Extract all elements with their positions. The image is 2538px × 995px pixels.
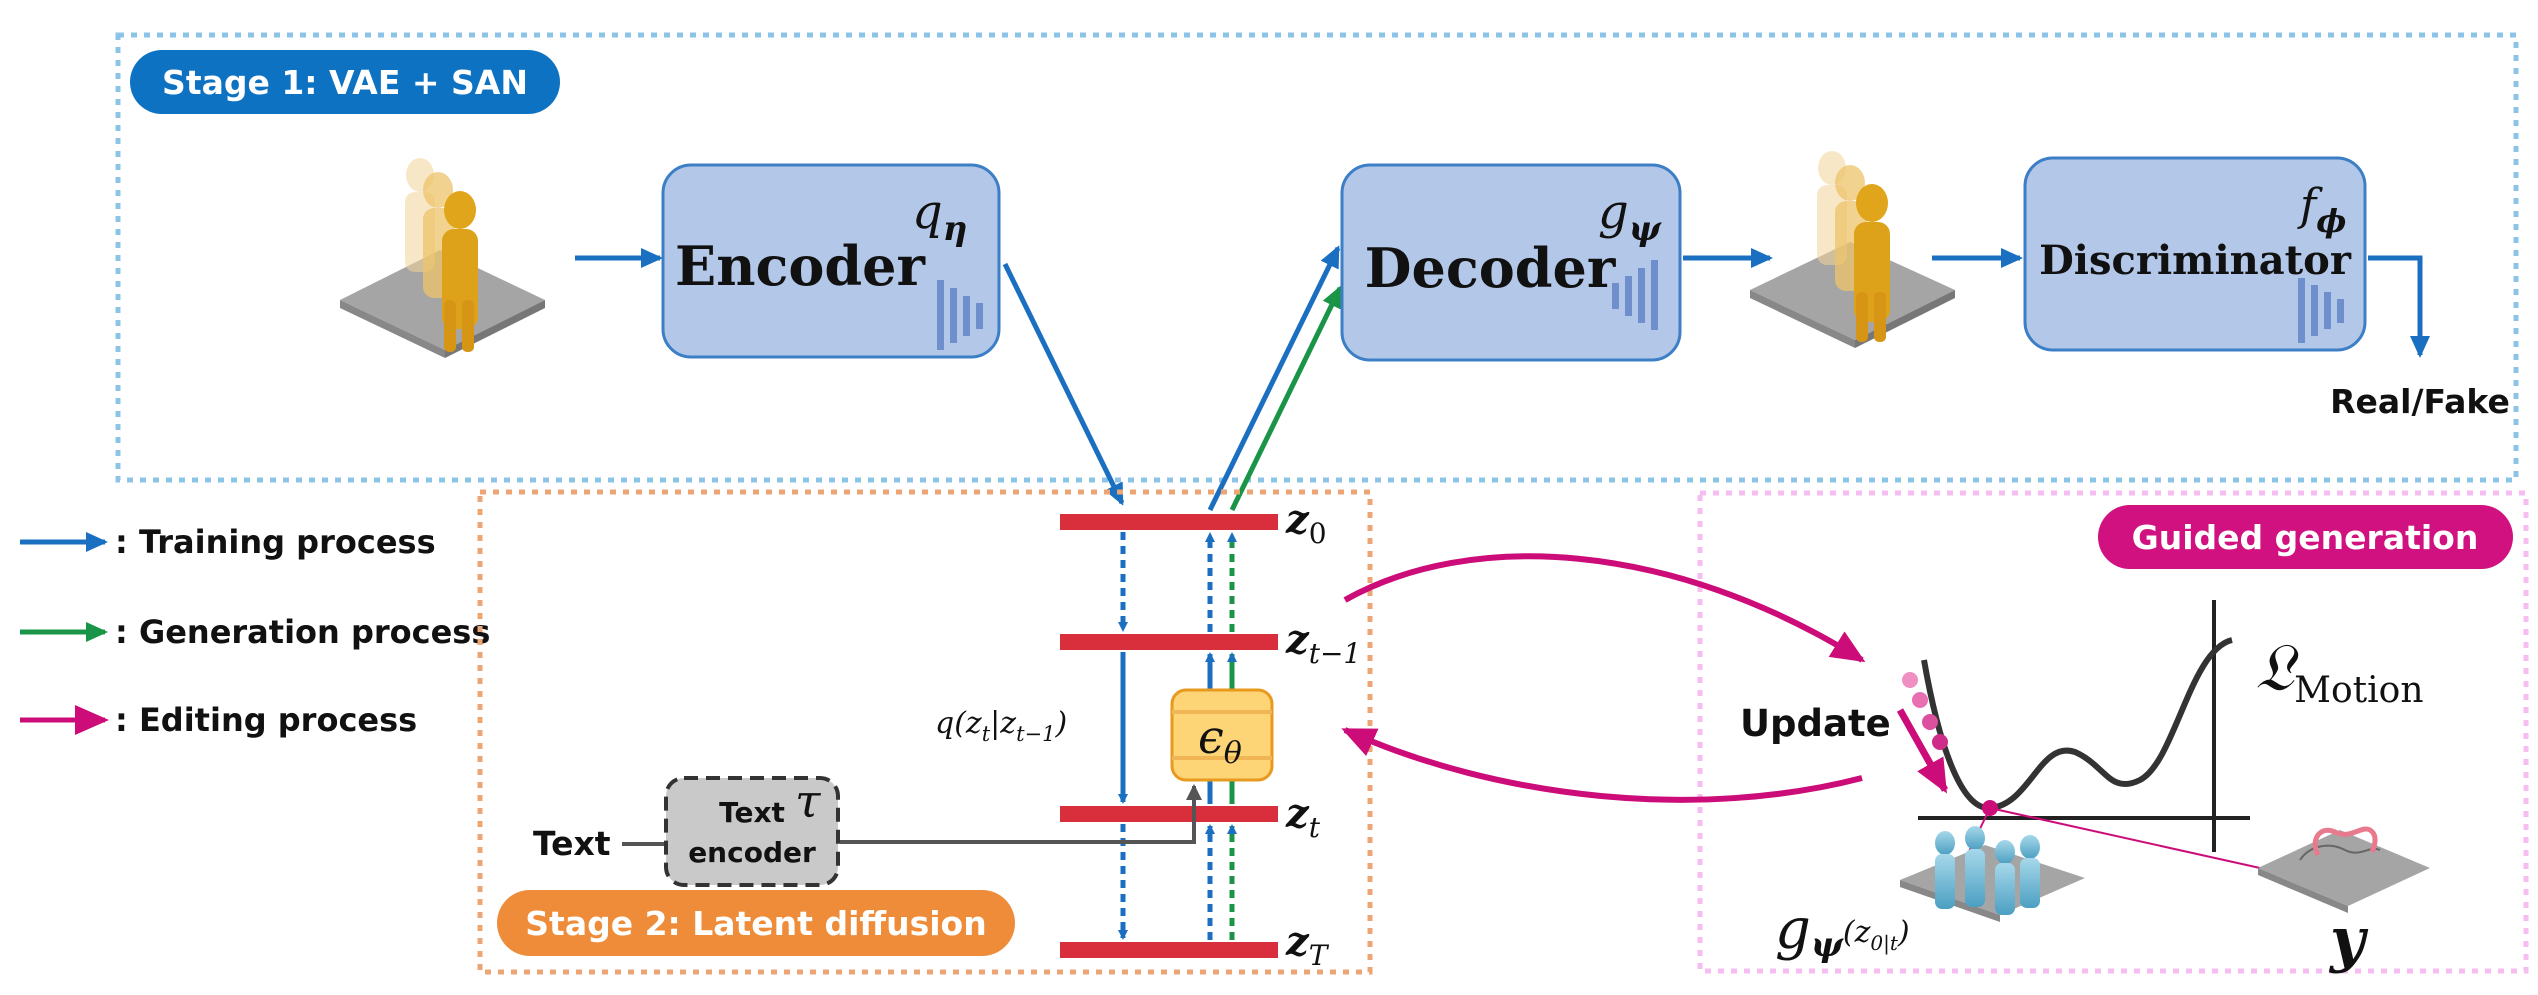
line-text-encoder-to-denoiser: [840, 784, 1202, 844]
label-zt-1: zt−1: [1285, 616, 1361, 670]
generated-motion-figure: [1900, 826, 2085, 922]
text-encoder-symbol: τ: [795, 774, 822, 828]
update-arrow: [1896, 708, 1949, 794]
legend-training: : Training process: [115, 523, 436, 561]
arrow-encoder-to-latent: [1002, 262, 1125, 506]
discriminator-symbol: fϕ: [2297, 180, 2346, 240]
target-trajectory: [2258, 826, 2430, 913]
legend: : Training process : Generation process …: [20, 523, 490, 739]
loss-label: 𝔏Motion: [2255, 629, 2424, 711]
legend-generation: : Generation process: [115, 613, 490, 651]
text-encoder-label-1: Text: [719, 796, 785, 829]
motion-figure-input: [340, 158, 545, 358]
thin-line-to-trajectory: [1989, 807, 2261, 869]
forward-process-label: q(zt|zt−1): [935, 706, 1067, 746]
real-fake-label: Real/Fake: [2330, 382, 2510, 421]
latent-bar-zt-1: [1060, 634, 1278, 650]
arrow-guided-to-latent: [1341, 727, 1863, 803]
stage2-frame: [477, 489, 1373, 975]
denoiser-block: ϵθ: [1170, 688, 1274, 782]
discriminator-label: Discriminator: [2039, 237, 2352, 284]
encoder-symbol: qη: [912, 184, 967, 249]
label-z0: z0: [1285, 496, 1327, 550]
arrow-z0-to-guided: [1343, 553, 1866, 663]
motion-figure-reconstructed: [1750, 151, 1955, 348]
text-encoder-block: Text encoder τ: [664, 774, 840, 887]
latent-bar-z0: [1060, 514, 1278, 530]
decoder-block: Decoder gψ: [1340, 163, 1682, 362]
stage1-badge: Stage 1: VAE + SAN: [130, 50, 560, 114]
guided-badge: Guided generation: [2098, 505, 2513, 569]
text-input-label: Text: [533, 824, 611, 863]
legend-editing: : Editing process: [115, 701, 417, 739]
stage1-frame: [115, 32, 2519, 483]
encoder-block: Encoder qη: [661, 163, 1001, 359]
generated-motion-label: gψ(z0|t): [1775, 897, 1910, 965]
guided-label: Guided generation: [2132, 518, 2479, 557]
latent-bar-zt: [1060, 806, 1278, 822]
label-zT: zT: [1285, 918, 1330, 972]
arrow-latent-to-decoder-generation: [1229, 285, 1343, 512]
denoiser-symbol: ϵθ: [1198, 710, 1242, 771]
discriminator-block: Discriminator fϕ: [2023, 156, 2367, 352]
arrow-discriminator-to-output: [2368, 255, 2430, 358]
stage2-label: Stage 2: Latent diffusion: [525, 904, 986, 943]
decoder-symbol: gψ: [1598, 184, 1662, 249]
label-zt: zt: [1285, 790, 1321, 844]
latent-bar-zT: [1060, 942, 1278, 958]
decoder-label: Decoder: [1365, 236, 1616, 300]
loss-curve: [1921, 637, 2234, 811]
text-encoder-label-2: encoder: [688, 836, 816, 869]
gradient-steps: [1902, 672, 1998, 816]
guided-frame: [1697, 490, 2529, 974]
stage2-badge: Stage 2: Latent diffusion: [497, 890, 1015, 956]
stage1-label: Stage 1: VAE + SAN: [162, 63, 528, 102]
arrow-latent-to-decoder-training: [1207, 245, 1341, 512]
encoder-label: Encoder: [675, 234, 925, 298]
update-label: Update: [1740, 702, 1891, 745]
target-label: y: [2328, 905, 2369, 975]
